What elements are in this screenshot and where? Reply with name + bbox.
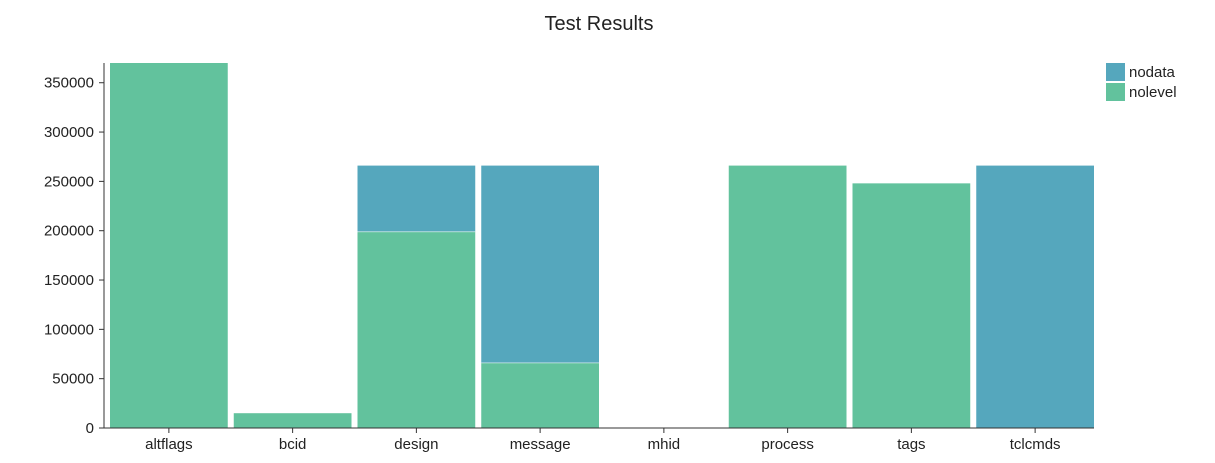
bar-tclcmds-nodata: [976, 165, 1094, 428]
legend-label-nodata: nodata: [1129, 64, 1176, 81]
bar-process-nolevel: [728, 165, 847, 428]
x-tick-label-message: message: [510, 436, 571, 453]
y-tick-label: 350000: [44, 75, 94, 92]
bars-group: [110, 63, 1094, 429]
y-tick-label: 250000: [44, 173, 94, 190]
legend-label-nolevel: nolevel: [1129, 84, 1177, 101]
y-tick-label: 150000: [44, 272, 94, 289]
x-tick-label-bcid: bcid: [279, 436, 307, 453]
x-tick-label-tags: tags: [897, 436, 925, 453]
x-tick-label-design: design: [394, 436, 438, 453]
legend: nodata nolevel: [1106, 63, 1177, 101]
bar-message-nolevel: [481, 362, 599, 428]
y-tick-label: 200000: [44, 223, 94, 240]
y-tick-label: 0: [86, 420, 94, 437]
legend-swatch-nolevel: [1106, 83, 1125, 101]
bar-design-nodata: [357, 165, 476, 232]
x-tick-label-altflags: altflags: [145, 436, 193, 453]
bar-design-nolevel: [357, 231, 476, 428]
y-tick-label: 50000: [52, 371, 94, 388]
bar-altflags-nolevel: [110, 63, 228, 428]
x-tick-label-tclcmds: tclcmds: [1010, 436, 1061, 453]
x-tick-label-mhid: mhid: [648, 436, 681, 453]
axes-group: 0 50000 100000 150000 200000 250000 300000 3500…: [44, 63, 1094, 453]
bar-bcid-nolevel: [233, 413, 352, 428]
legend-swatch-nodata: [1106, 63, 1125, 81]
chart-title: Test Results: [545, 13, 654, 35]
bar-tags-nolevel: [852, 183, 971, 428]
y-tick-label: 300000: [44, 124, 94, 141]
x-tick-label-process: process: [761, 436, 814, 453]
y-tick-label: 100000: [44, 321, 94, 338]
bar-message-nodata: [481, 165, 599, 363]
